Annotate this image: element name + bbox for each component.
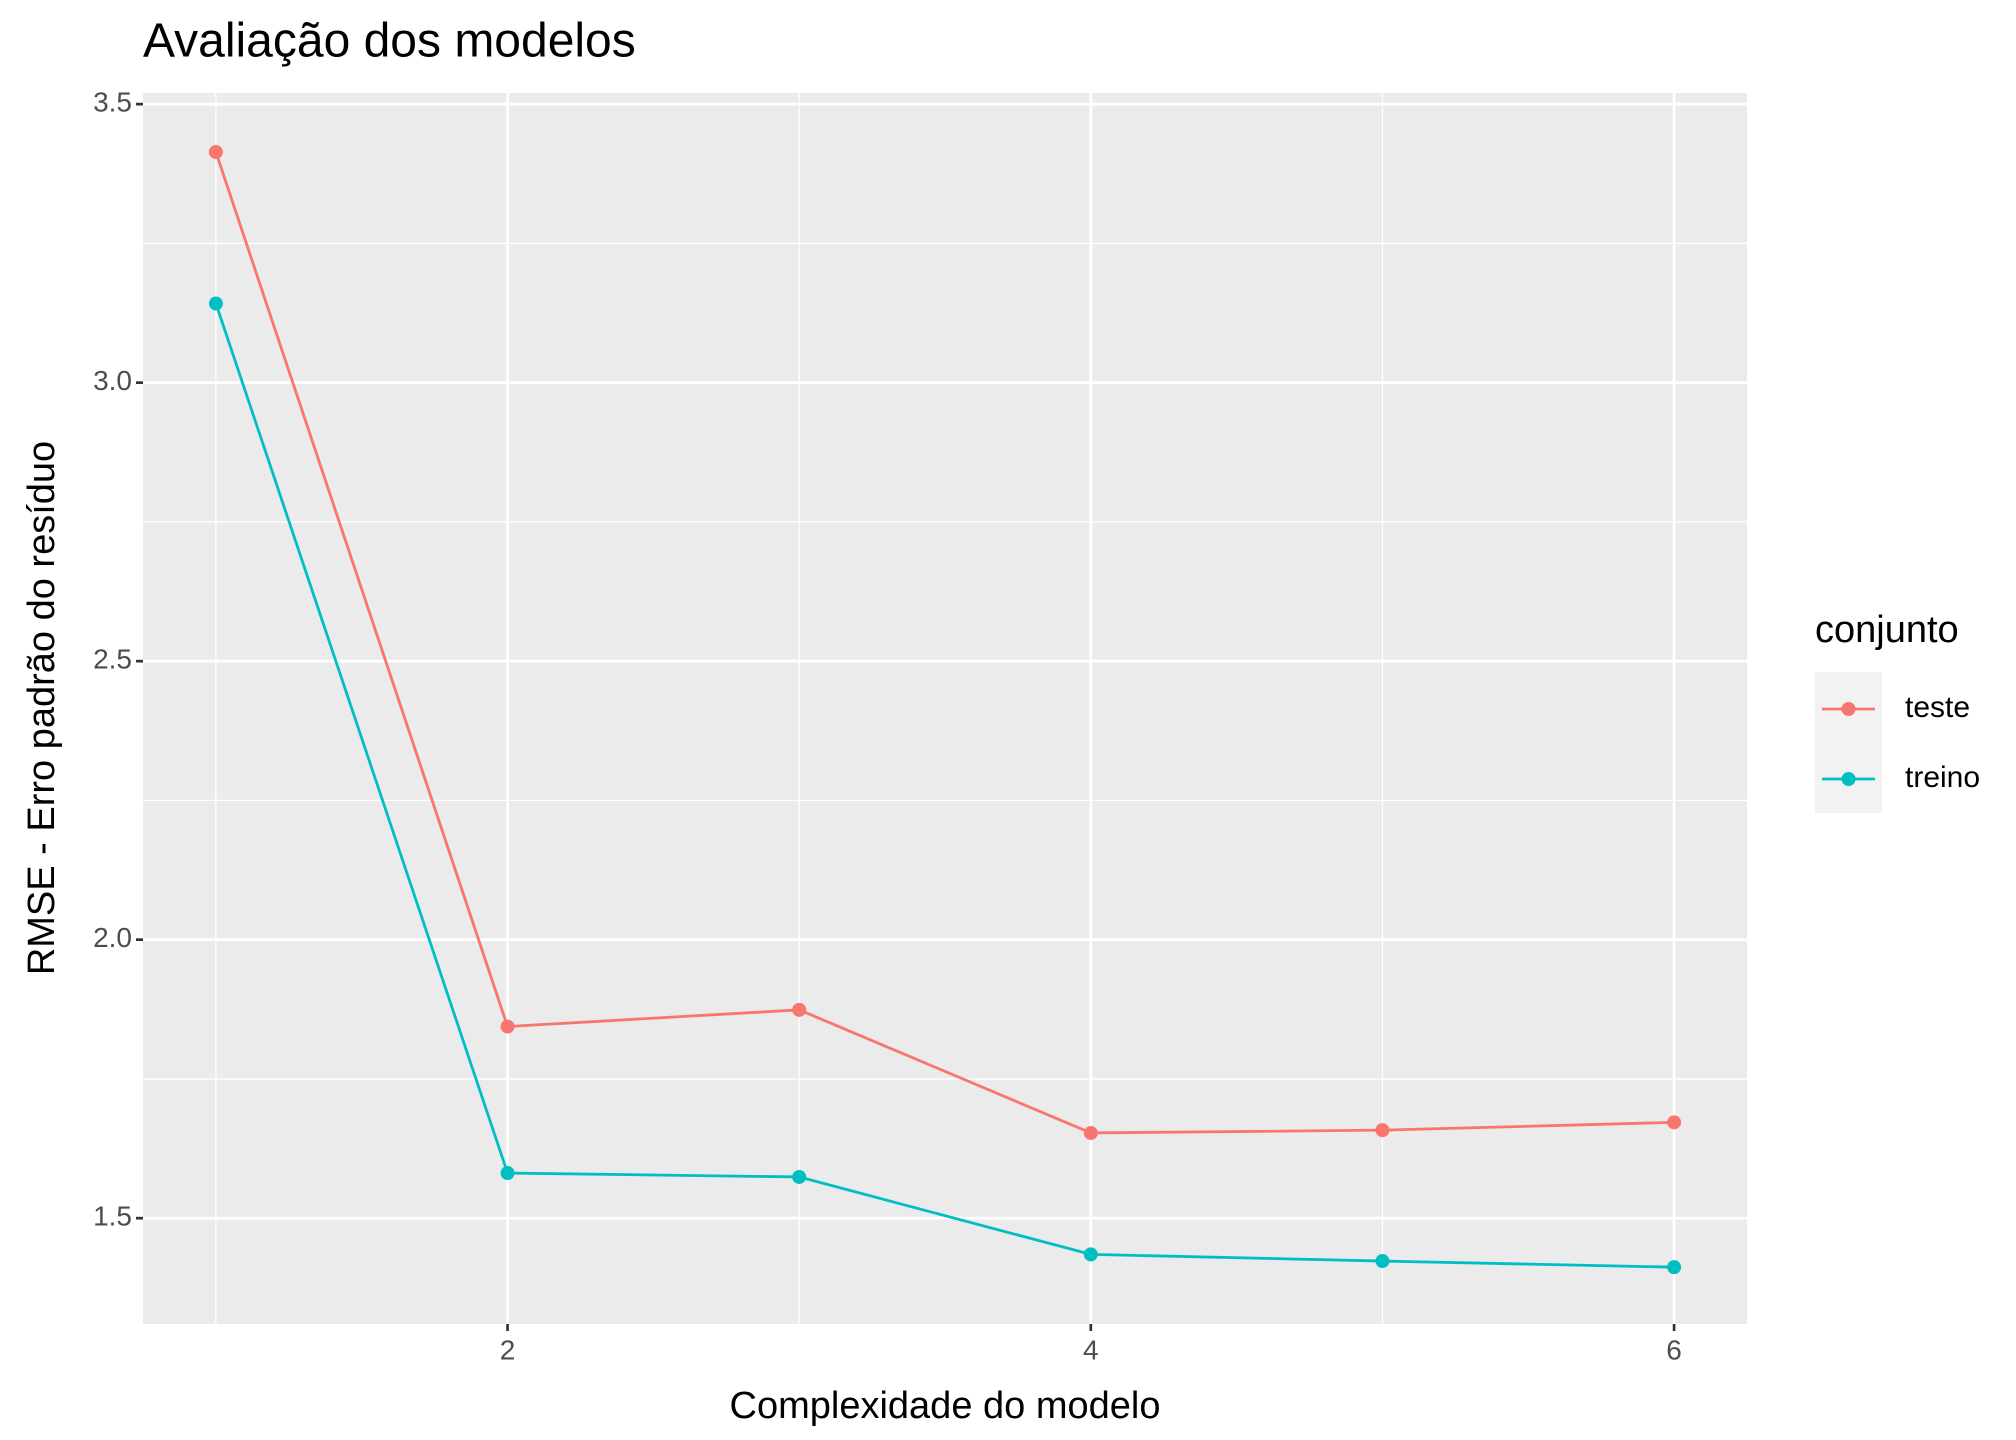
y-tick-label: 2.0 [93, 922, 132, 953]
y-axis-title: RMSE - Erro padrão do resíduo [21, 441, 63, 975]
data-point [792, 1002, 807, 1017]
data-point [500, 1019, 515, 1034]
y-tick-label: 3.5 [93, 87, 132, 118]
x-tick-label: 6 [1666, 1334, 1682, 1365]
legend-title: conjunto [1815, 609, 1959, 651]
y-tick-label: 3.0 [93, 365, 132, 396]
y-tick-label: 1.5 [93, 1201, 132, 1232]
chart-title: Avaliação dos modelos [143, 15, 636, 68]
legend-key-box [1815, 672, 1882, 813]
series-line [214, 303, 1675, 1269]
data-point [1083, 1125, 1098, 1140]
panel [143, 93, 1747, 1324]
legend-point [1841, 772, 1856, 786]
data-point [208, 296, 223, 311]
data-point [208, 145, 223, 160]
data-point [1375, 1254, 1390, 1269]
data-point [1083, 1247, 1098, 1262]
y-tick-label: 2.5 [93, 644, 132, 675]
series-line [214, 151, 1675, 1135]
data-point [792, 1169, 807, 1184]
data-point [500, 1166, 515, 1181]
legend-label: teste [1905, 691, 1970, 724]
x-tick-label: 2 [500, 1334, 516, 1365]
data-point [1667, 1260, 1682, 1275]
legend-label: treino [1905, 761, 1980, 794]
data-point [1667, 1115, 1682, 1130]
data-point [1375, 1123, 1390, 1138]
x-axis-title: Complexidade do modelo [730, 1385, 1161, 1427]
x-tick-label: 4 [1083, 1334, 1099, 1365]
legend-point [1841, 702, 1856, 716]
